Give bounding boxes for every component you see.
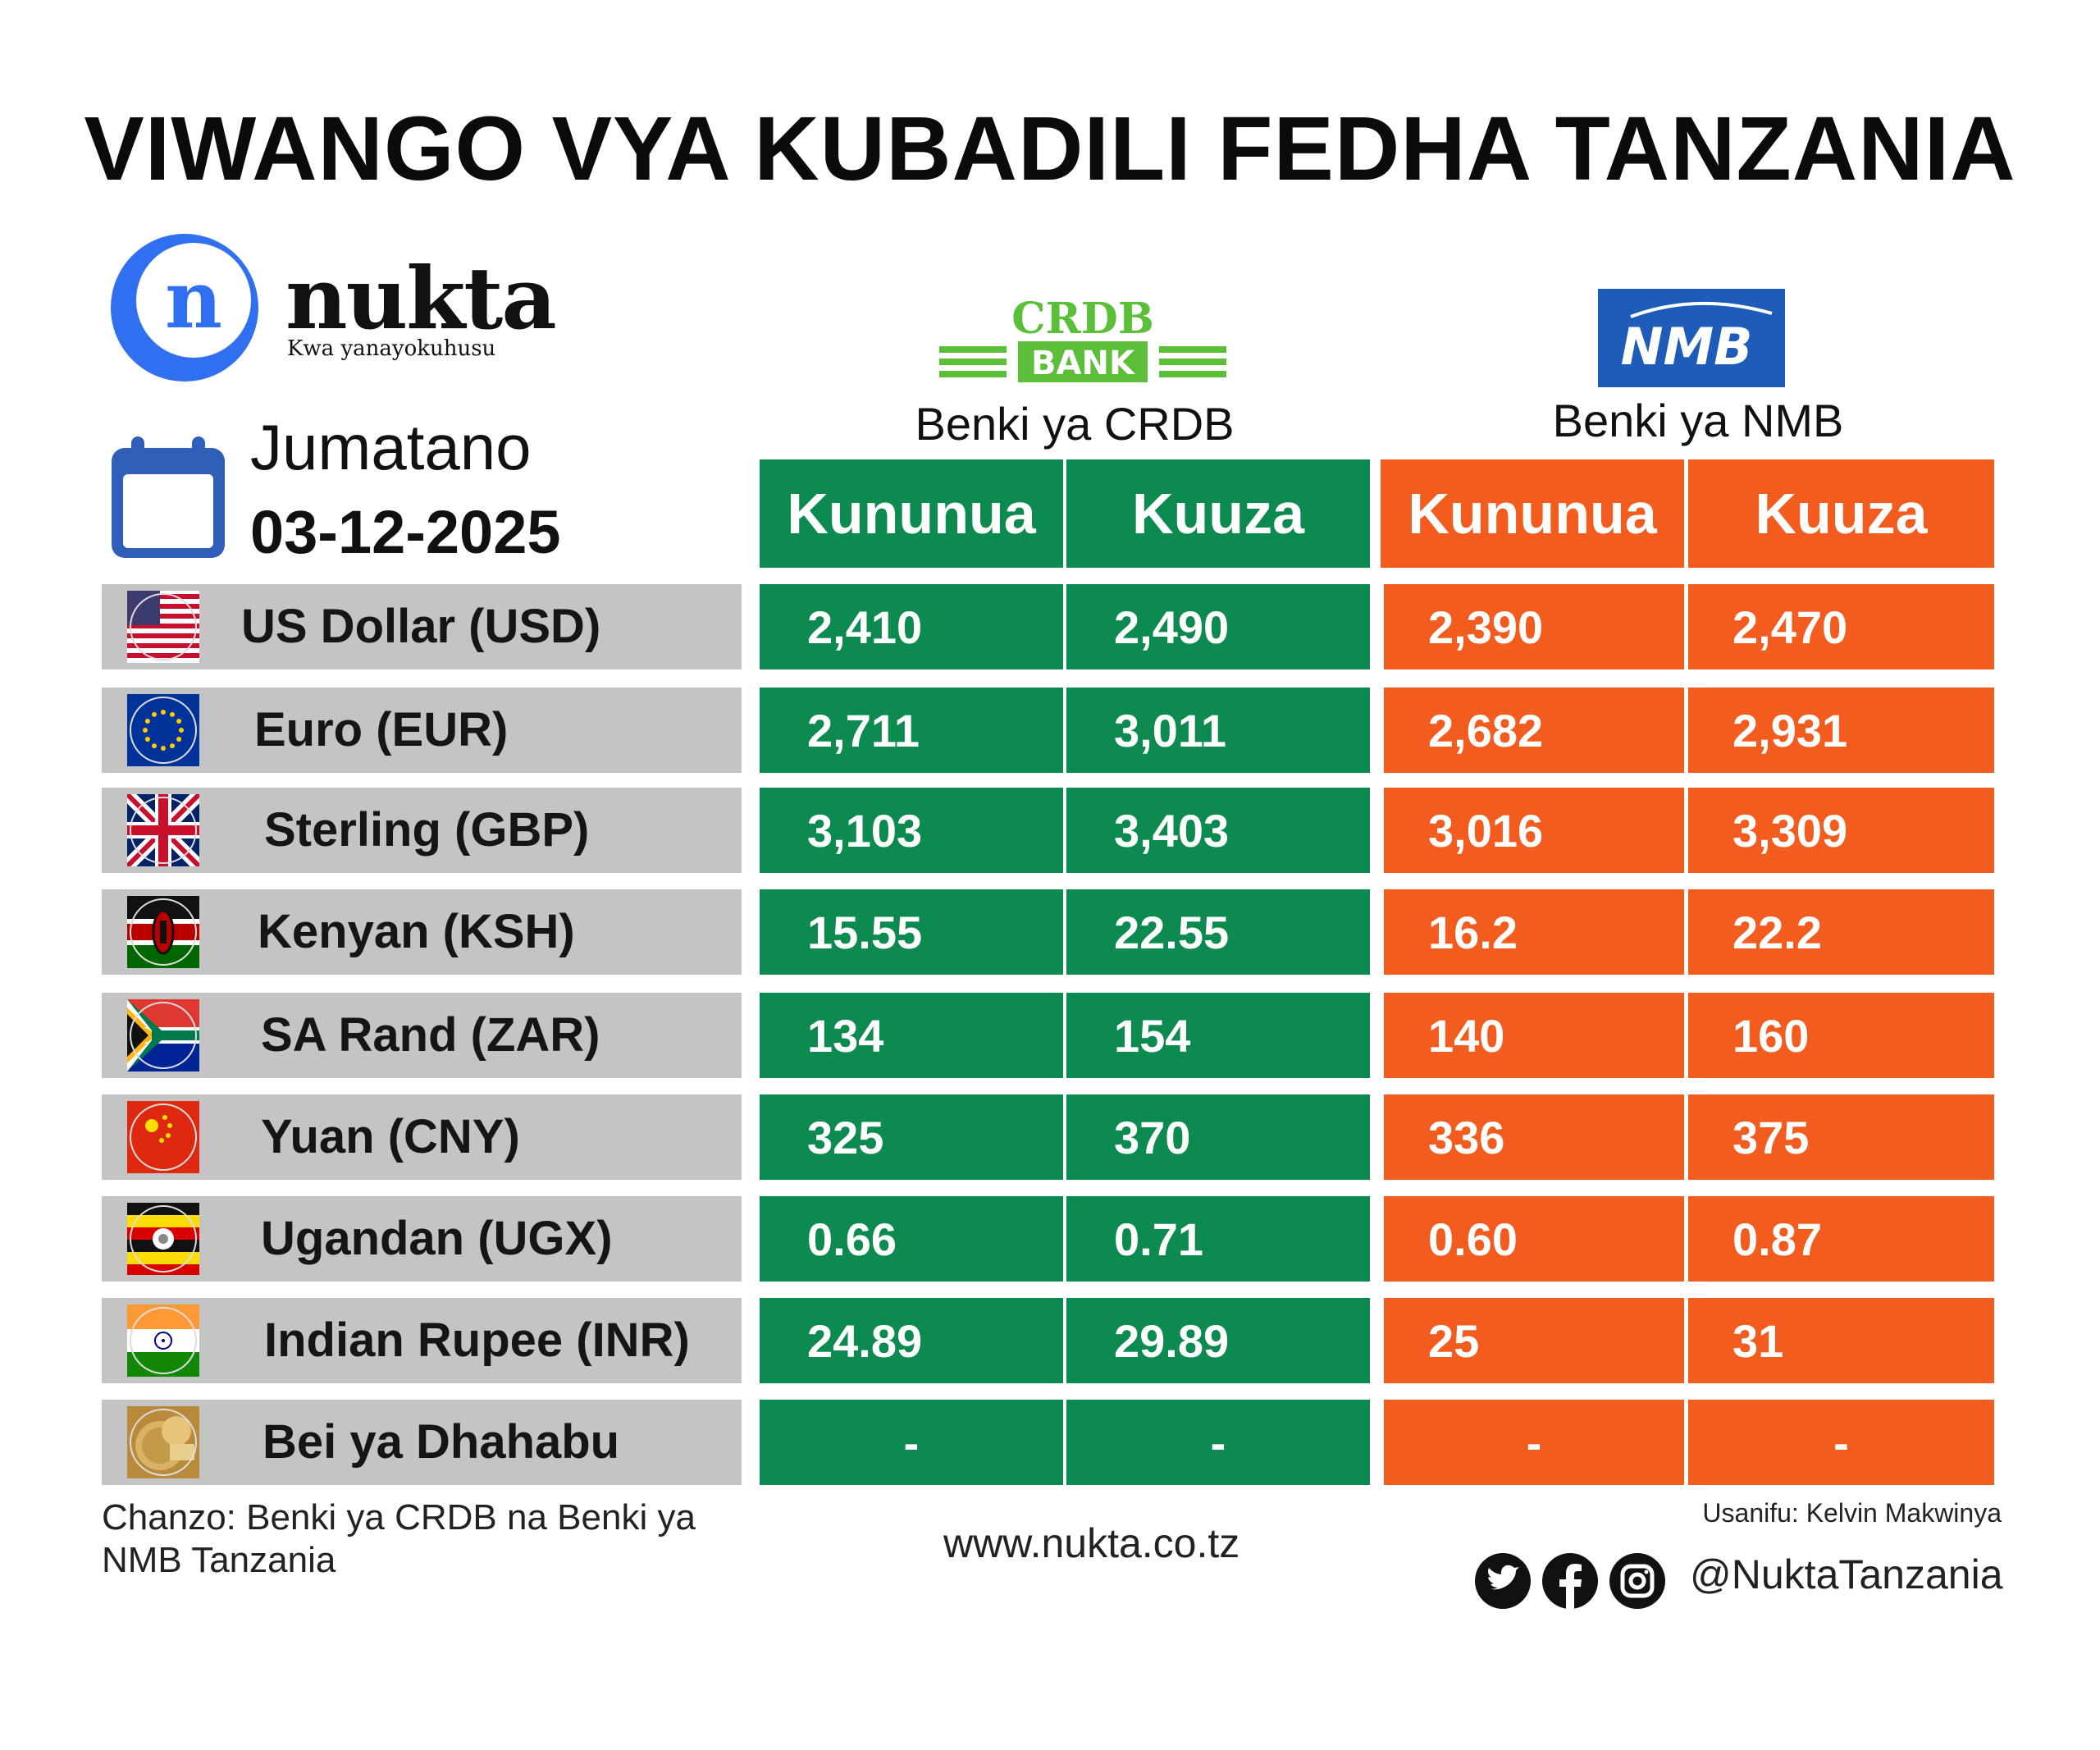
south-africa-flag-icon [127,999,199,1071]
crdb-buy-cell: 0.66 [760,1196,1063,1282]
nmb-buy-cell: 0.60 [1384,1196,1684,1282]
date-label: 03-12-2025 [250,498,561,566]
nmb-logo-text: NMB [1621,317,1753,377]
nmb-bank-name: Benki ya NMB [1552,395,1844,446]
nmb-buy-cell: 2,390 [1384,584,1684,669]
social-handle[interactable]: @NuktaTanzania [1690,1551,2003,1597]
currency-label-cell [102,1094,742,1180]
gold-coin-icon [127,1406,199,1478]
nmb-buy-cell: 16.2 [1384,889,1684,975]
nmb-sell-cell: 375 [1688,1094,1994,1180]
currency-label: US Dollar (USD) [241,600,601,653]
currency-label-cell [102,1298,742,1383]
crdb-logo-top: CRDB [1011,294,1154,344]
currency-label-cell [102,993,742,1078]
social-icons [1475,1553,1665,1609]
designer-credit: Usanifu: Kelvin Makwinya [1702,1498,2002,1528]
nmb-sell-cell: 22.2 [1688,889,1994,975]
nmb-sell-cell: - [1688,1400,1994,1485]
currency-label: Indian Rupee (INR) [264,1314,690,1367]
crdb-sell-cell: - [1066,1400,1370,1485]
currency-label-cell [102,788,742,873]
nmb-sell-cell: 31 [1688,1298,1994,1383]
crdb-buy-cell: 15.55 [760,889,1063,975]
nmb-buy-cell: 140 [1384,993,1684,1078]
source-note: Chanzo: Benki ya CRDB na Benki ya NMB Ta… [102,1497,696,1580]
crdb-buy-cell: 24.89 [760,1298,1063,1383]
nmb-logo-icon: NMB [1598,289,1785,387]
crdb-sell-cell: 154 [1066,993,1370,1078]
website-link[interactable]: www.nukta.co.tz [943,1520,1240,1566]
facebook-icon[interactable] [1542,1553,1598,1609]
crdb-sell-cell: 3,403 [1066,788,1370,873]
crdb-bank-name: Benki ya CRDB [915,398,1235,450]
logo-letter: n [165,254,222,346]
twitter-icon[interactable] [1475,1553,1531,1609]
crdb-sell-cell: 3,011 [1066,688,1370,773]
usa-flag-icon [127,591,199,663]
china-flag-icon [127,1101,199,1173]
currency-label-cell [102,889,742,975]
nmb-sell-cell: 160 [1688,993,1994,1078]
currency-label: SA Rand (ZAR) [261,1008,600,1062]
nmb-buy-cell: 336 [1384,1094,1684,1180]
day-label: Jumatano [250,411,532,483]
nmb-buy-cell: 3,016 [1384,788,1684,873]
nmb-sell-cell: 3,309 [1688,788,1994,873]
crdb-buy-cell: 325 [760,1094,1063,1180]
currency-label-cell [102,1400,742,1485]
india-flag-icon [127,1305,199,1377]
nukta-logo-icon: n [111,234,258,382]
brand-tagline: Kwa yanayokuhusu [287,336,496,361]
uganda-flag-icon [127,1203,199,1275]
crdb-logo-bottom: BANK [1031,345,1136,382]
currency-label-cell [102,1196,742,1282]
crdb-sell-header: Kuuza [1066,459,1370,568]
calendar-icon [112,436,225,558]
crdb-sell-cell: 2,490 [1066,584,1370,669]
instagram-icon[interactable] [1609,1553,1665,1609]
currency-label: Ugandan (UGX) [261,1212,613,1265]
nmb-sell-cell: 2,931 [1688,688,1994,773]
currency-label-cell [102,584,742,669]
uk-flag-icon [127,794,199,866]
eu-flag-icon [127,694,199,766]
nmb-sell-cell: 2,470 [1688,584,1994,669]
crdb-buy-cell: 2,711 [760,688,1063,773]
nmb-sell-header: Kuuza [1688,459,1994,568]
page-title: VIWANGO VYA KUBADILI FEDHA TANZANIA [84,98,2016,199]
currency-label: Euro (EUR) [254,703,509,756]
currency-label-cell [102,688,742,773]
kenya-flag-icon [127,896,199,968]
nmb-buy-cell: 25 [1384,1298,1684,1383]
currency-label: Kenyan (KSH) [258,905,575,958]
crdb-sell-cell: 29.89 [1066,1298,1370,1383]
nmb-buy-cell: - [1384,1400,1684,1485]
nmb-sell-cell: 0.87 [1688,1196,1994,1282]
currency-label: Sterling (GBP) [264,803,590,857]
crdb-buy-cell: - [760,1400,1063,1485]
crdb-logo-icon: CRDB BANK [939,294,1226,382]
crdb-sell-cell: 370 [1066,1094,1370,1180]
crdb-buy-cell: 2,410 [760,584,1063,669]
brand-name: nukta [285,248,557,349]
crdb-sell-cell: 22.55 [1066,889,1370,975]
nmb-buy-header: Kununua [1381,459,1684,568]
currency-label: Bei ya Dhahabu [262,1415,620,1469]
currency-label: Yuan (CNY) [261,1110,520,1163]
crdb-buy-cell: 3,103 [760,788,1063,873]
crdb-buy-cell: 134 [760,993,1063,1078]
crdb-buy-header: Kununua [760,459,1063,568]
nmb-buy-cell: 2,682 [1384,688,1684,773]
crdb-sell-cell: 0.71 [1066,1196,1370,1282]
